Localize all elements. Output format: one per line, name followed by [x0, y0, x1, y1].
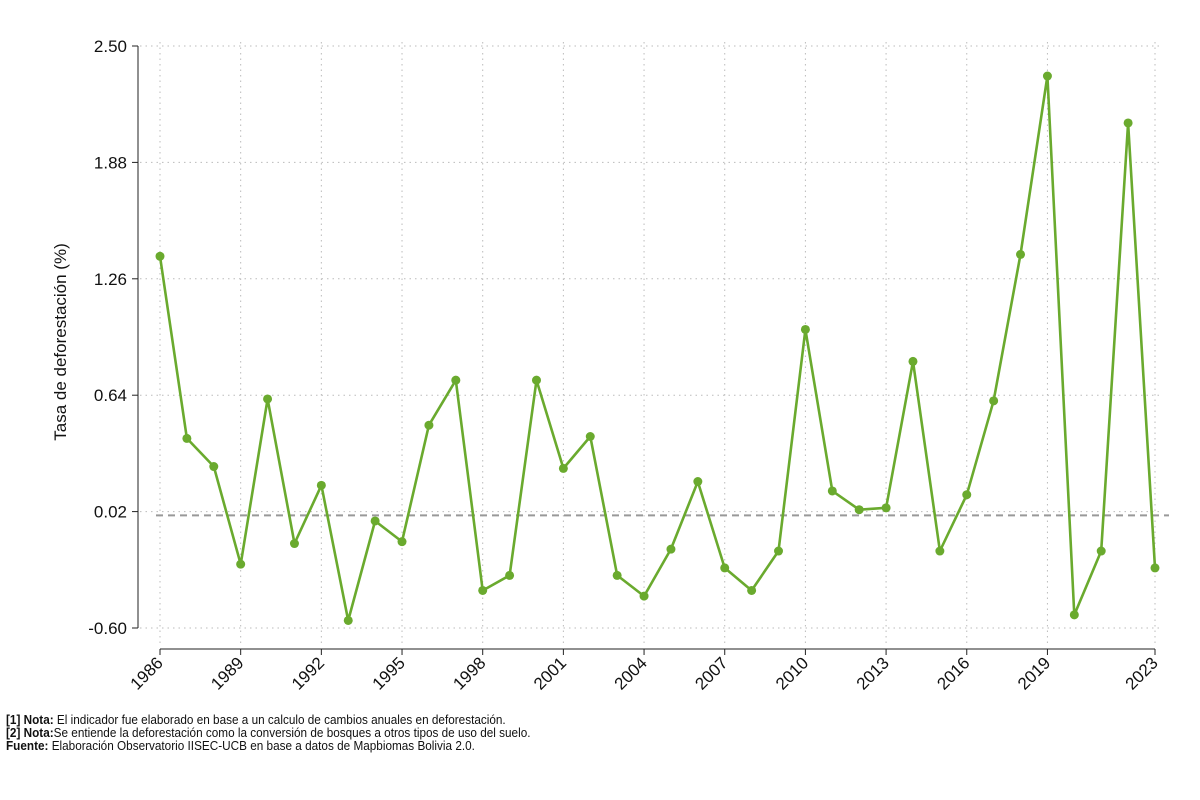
note-1-text: El indicador fue elaborado en base a un …: [53, 713, 506, 727]
data-point: [182, 433, 192, 443]
data-point: [1150, 563, 1160, 573]
note-2-label: [2] Nota:: [6, 726, 54, 740]
x-axis: 1986 1989 1992 1995 1998 2001 2004 2007 2010 2013…: [127, 648, 1162, 694]
data-point: [935, 546, 945, 556]
note-1-label: [1] Nota:: [6, 713, 54, 727]
data-point: [854, 505, 864, 515]
data-point: [289, 539, 299, 549]
data-point: [370, 516, 380, 526]
data-point: [639, 591, 649, 601]
y-tick-label: 2.50: [94, 37, 127, 56]
data-points: [155, 71, 1160, 625]
y-tick-label: 0.02: [94, 503, 127, 522]
data-point: [1042, 71, 1052, 81]
data-point: [693, 477, 703, 487]
data-point: [774, 546, 784, 556]
data-point: [343, 615, 353, 625]
data-point: [155, 251, 165, 261]
data-point: [881, 503, 891, 513]
series-line: [158, 74, 1157, 622]
x-tick-label: 2019: [1014, 653, 1054, 693]
data-point: [612, 570, 622, 580]
data-point: [666, 544, 676, 554]
x-tick-label: 1986: [127, 653, 167, 693]
x-tick-label: 2023: [1122, 653, 1162, 693]
data-point: [531, 375, 541, 385]
notes: [1] Nota: El indicador fue elaborado en …: [6, 714, 531, 753]
x-tick-label: 2004: [611, 653, 651, 693]
data-point: [478, 585, 488, 595]
y-tick-label: -0.60: [88, 619, 127, 638]
x-tick-label: 2010: [772, 653, 812, 693]
note-2-text: Se entiende la deforestación como la con…: [53, 726, 531, 740]
data-point: [209, 462, 219, 472]
data-point: [827, 486, 837, 496]
x-tick-label: 1998: [449, 653, 489, 693]
y-tick-label: 0.64: [94, 386, 127, 405]
data-point: [505, 570, 515, 580]
data-point: [989, 396, 999, 406]
data-point: [800, 324, 810, 334]
y-axis: 2.50 1.88 1.26 0.64 0.02 -0.60: [88, 37, 139, 638]
x-tick-label: 2016: [933, 653, 973, 693]
data-point: [1123, 118, 1133, 128]
line-chart: 2.501.881.260.640.02-0.60 1986 1989 1992 19…: [51, 37, 1169, 694]
data-point: [585, 432, 595, 442]
data-point: [263, 394, 273, 404]
data-point: [397, 537, 407, 547]
data-point: [720, 563, 730, 573]
data-point: [558, 463, 568, 473]
data-point: [962, 490, 972, 500]
source-label: Fuente:: [6, 739, 49, 753]
data-point: [908, 356, 918, 366]
data-point: [451, 375, 461, 385]
source-text: Elaboración Observatorio IISEC-UCB en ba…: [48, 739, 475, 753]
source-note: Fuente: Elaboración Observatorio IISEC-U…: [6, 740, 531, 753]
x-tick-label: 1992: [288, 653, 328, 693]
x-tick-label: 2007: [691, 653, 731, 693]
y-tick-label: 1.26: [94, 270, 127, 289]
grid: [140, 42, 1161, 647]
data-point: [1096, 546, 1106, 556]
data-point: [747, 585, 757, 595]
y-axis-label: Tasa de deforestación (%): [51, 243, 70, 441]
data-point: [316, 480, 326, 490]
x-tick-label: 2013: [853, 653, 893, 693]
note-2: [2] Nota:Se entiende la deforestación co…: [6, 727, 531, 740]
note-1: [1] Nota: El indicador fue elaborado en …: [6, 714, 531, 727]
data-point: [1069, 610, 1079, 620]
data-point: [236, 559, 246, 569]
x-tick-label: 1995: [369, 653, 409, 693]
y-tick-label: 1.88: [94, 153, 127, 172]
data-point: [424, 420, 434, 430]
x-tick-label: 2001: [530, 653, 570, 693]
data-point: [1016, 249, 1026, 259]
x-tick-label: 1989: [207, 653, 247, 693]
